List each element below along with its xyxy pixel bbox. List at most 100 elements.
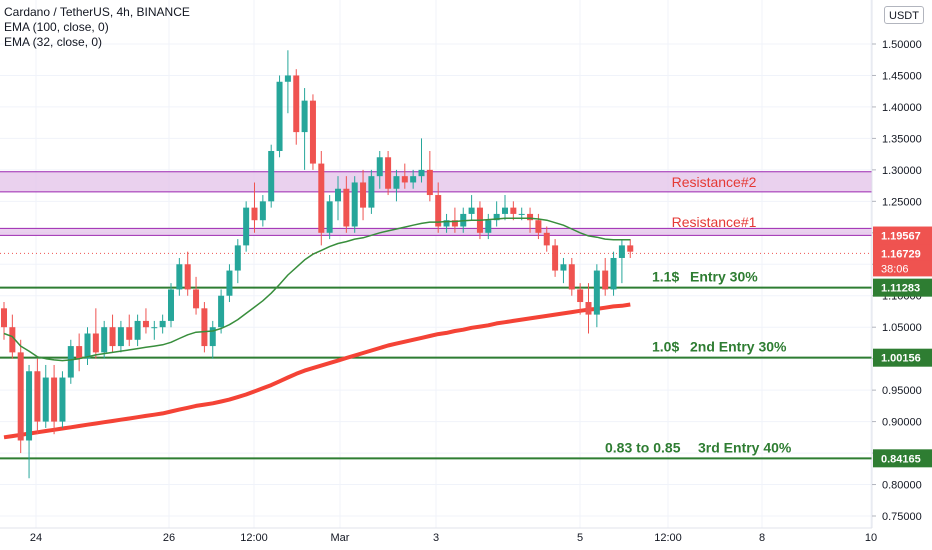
candle-body[interactable]: [234, 245, 241, 271]
candle-body[interactable]: [59, 377, 66, 422]
candle-body[interactable]: [168, 289, 174, 321]
candle-body[interactable]: [560, 264, 567, 271]
y-tick-label: 1.45000: [882, 70, 922, 82]
candle-body[interactable]: [443, 220, 450, 227]
candle-body[interactable]: [385, 157, 392, 189]
resistance-zone[interactable]: [0, 228, 872, 236]
currency-button[interactable]: USDT: [884, 6, 924, 24]
price-badge[interactable]: [873, 449, 932, 468]
candle-body[interactable]: [418, 169, 425, 177]
candle-body[interactable]: [577, 289, 584, 303]
support-entry-label: 3rd Entry 40%: [698, 439, 792, 455]
candle-body[interactable]: [251, 207, 258, 221]
candle-body[interactable]: [201, 308, 208, 347]
candle-body[interactable]: [401, 176, 408, 183]
x-tick-label: 26: [163, 532, 175, 544]
candle-body[interactable]: [485, 220, 492, 233]
candle-body[interactable]: [602, 270, 609, 290]
candle-body[interactable]: [293, 75, 300, 133]
candle-body[interactable]: [343, 188, 350, 227]
price-badge[interactable]: [873, 226, 932, 245]
candle-body[interactable]: [109, 327, 116, 347]
candle-body[interactable]: [301, 100, 308, 133]
candle-body[interactable]: [134, 320, 141, 340]
candle-body[interactable]: [351, 182, 358, 227]
candle-body[interactable]: [284, 75, 291, 82]
candle-body[interactable]: [218, 295, 225, 328]
legend-ema-32[interactable]: EMA (32, close, 0): [4, 35, 103, 49]
candle-body[interactable]: [318, 163, 325, 233]
candle-body[interactable]: [1, 308, 7, 328]
candle-body[interactable]: [126, 327, 133, 340]
x-tick-label: 12:00: [240, 532, 268, 544]
candle-body[interactable]: [627, 245, 634, 252]
candle-body[interactable]: [209, 327, 216, 347]
candle-body[interactable]: [226, 270, 233, 296]
candle-body[interactable]: [527, 213, 534, 221]
candle-body[interactable]: [435, 195, 442, 227]
candle-body[interactable]: [51, 377, 58, 422]
candle-body[interactable]: [142, 320, 149, 328]
candle-body[interactable]: [610, 257, 617, 290]
candle-body[interactable]: [309, 100, 316, 164]
price-badge[interactable]: [873, 278, 932, 297]
candle-body[interactable]: [117, 327, 124, 347]
price-badge-label: 1.19567: [881, 231, 921, 243]
candle-body[interactable]: [451, 220, 458, 227]
candle-body[interactable]: [151, 327, 158, 329]
candle-body[interactable]: [493, 213, 500, 221]
candle-body[interactable]: [468, 207, 475, 214]
candle-body[interactable]: [510, 207, 517, 214]
y-tick-label: 1.35000: [882, 133, 922, 145]
candle-body[interactable]: [268, 150, 275, 202]
ema-100-line[interactable]: [3, 302, 631, 440]
candle-body[interactable]: [276, 81, 283, 151]
candle-body[interactable]: [360, 182, 367, 208]
candle-body[interactable]: [618, 245, 625, 258]
candle-body[interactable]: [9, 327, 16, 353]
candle-body[interactable]: [184, 264, 191, 290]
legend-ema-100[interactable]: EMA (100, close, 0): [4, 20, 109, 34]
candle-body[interactable]: [568, 264, 575, 290]
resistance-zone[interactable]: [0, 171, 872, 192]
candle-body[interactable]: [552, 245, 559, 271]
legend-symbol[interactable]: Cardano / TetherUS, 4h, BINANCE: [4, 5, 190, 19]
resistance-2-label: Resistance#2: [672, 174, 757, 190]
candle-body[interactable]: [593, 270, 600, 315]
candle-body[interactable]: [101, 327, 108, 353]
candle-body[interactable]: [326, 201, 333, 233]
candle-body[interactable]: [193, 289, 200, 309]
countdown-badge: [873, 260, 932, 277]
candle-body[interactable]: [67, 346, 74, 378]
candle-body[interactable]: [26, 371, 33, 441]
price-badge[interactable]: [873, 348, 932, 367]
candle-body[interactable]: [259, 201, 266, 221]
candle-body[interactable]: [76, 346, 83, 359]
x-tick-label: 3: [433, 532, 439, 544]
candle-body[interactable]: [585, 302, 592, 315]
candle-body[interactable]: [393, 176, 400, 189]
candle-body[interactable]: [159, 320, 166, 328]
candle-body[interactable]: [535, 220, 542, 233]
candle-body[interactable]: [243, 207, 250, 246]
candle-body[interactable]: [34, 371, 41, 422]
candle-body[interactable]: [426, 169, 433, 196]
price-badge[interactable]: [873, 244, 932, 263]
candle-body[interactable]: [376, 157, 383, 177]
candle-body[interactable]: [543, 232, 550, 246]
candle-body[interactable]: [502, 207, 508, 214]
support-entry-label: 2nd Entry 30%: [690, 339, 787, 355]
candle-body[interactable]: [17, 352, 24, 441]
x-tick-label: 8: [759, 532, 765, 544]
candle-body[interactable]: [335, 188, 341, 202]
ema-32-line[interactable]: [3, 217, 631, 362]
y-tick-label: 1.50000: [882, 39, 922, 51]
candle-body[interactable]: [176, 264, 183, 290]
candle-body[interactable]: [84, 333, 91, 359]
candle-body[interactable]: [42, 377, 49, 422]
candle-body[interactable]: [368, 176, 375, 208]
candle-body[interactable]: [92, 333, 99, 353]
candle-body[interactable]: [518, 213, 525, 215]
candle-body[interactable]: [410, 176, 417, 183]
